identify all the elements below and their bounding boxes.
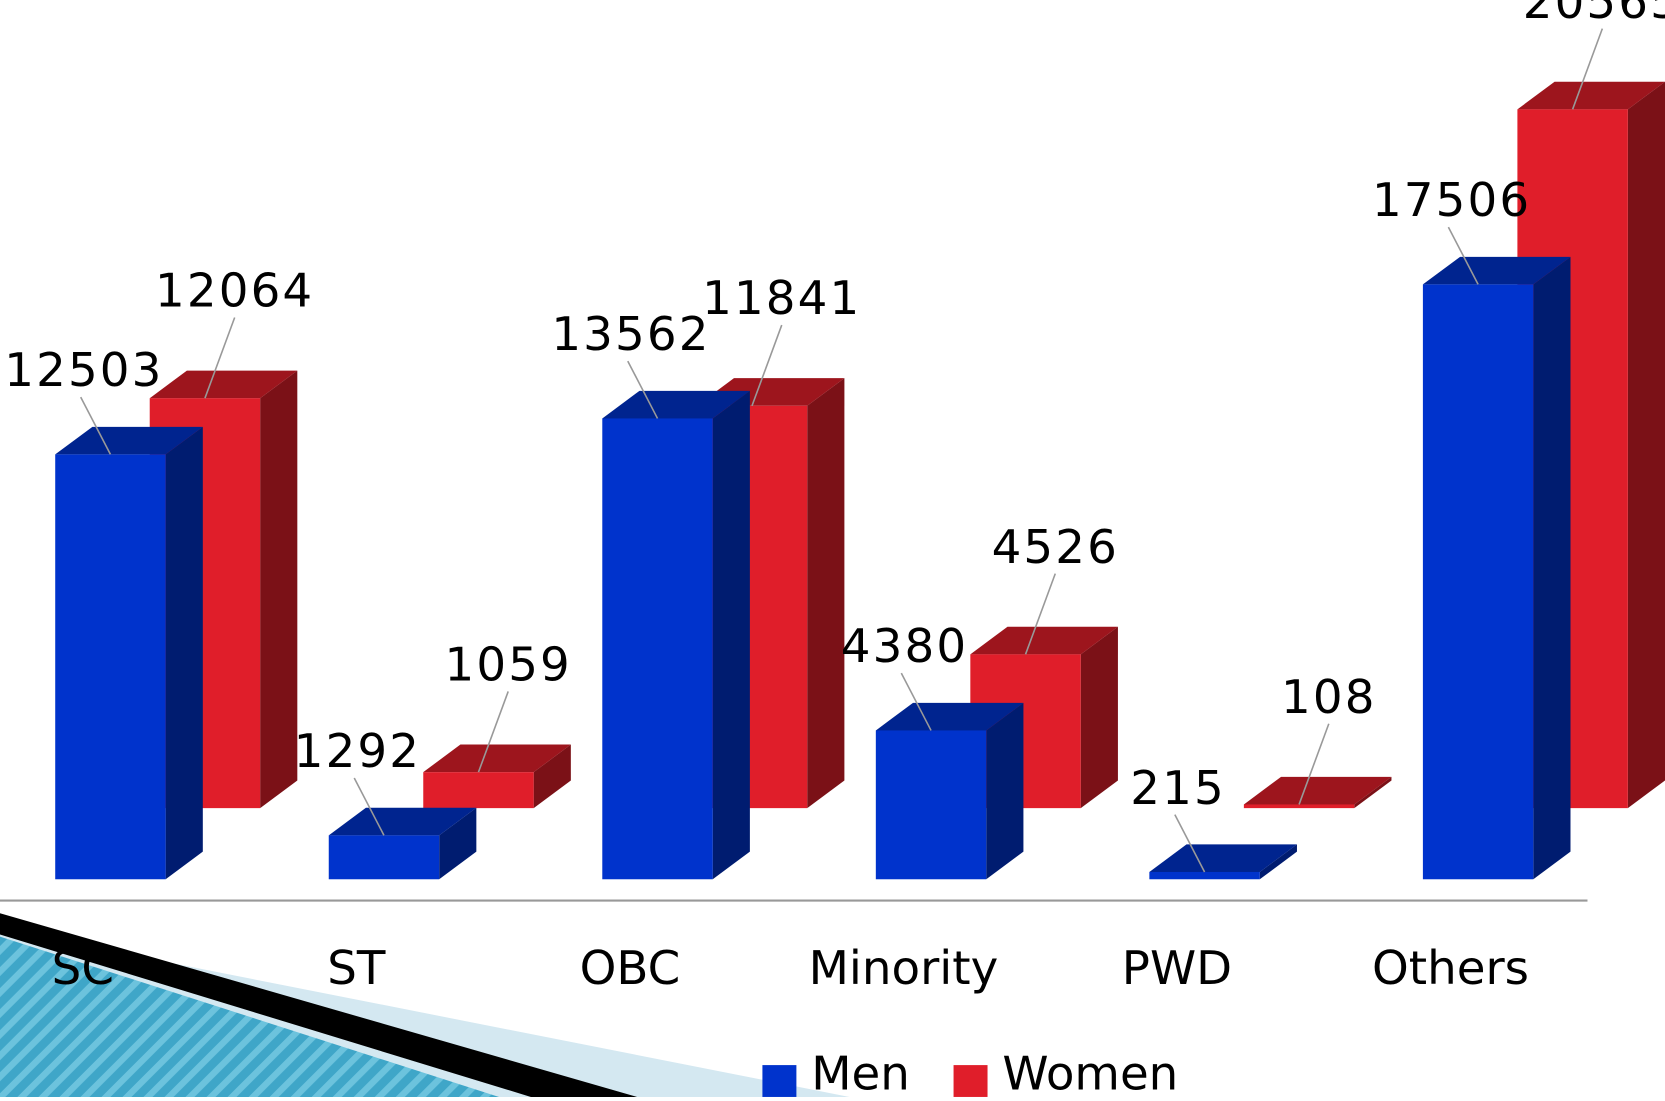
bar-side bbox=[165, 426, 203, 880]
leader-line bbox=[900, 672, 932, 731]
leader-line bbox=[204, 317, 236, 399]
legend-swatch bbox=[762, 1065, 797, 1097]
decor-stripes bbox=[0, 936, 500, 1097]
data-label: 4380 bbox=[841, 620, 968, 674]
data-label: 12064 bbox=[155, 265, 314, 319]
bar-side bbox=[1627, 81, 1665, 809]
bar-side bbox=[986, 702, 1024, 880]
bar bbox=[602, 418, 713, 880]
leader-line bbox=[1174, 814, 1206, 873]
bar-top bbox=[602, 390, 750, 419]
bar bbox=[328, 835, 440, 880]
bar-top bbox=[55, 426, 203, 455]
bar-top bbox=[1243, 776, 1392, 805]
bar-side bbox=[439, 807, 477, 880]
bar-side bbox=[1259, 844, 1297, 880]
leader-line bbox=[79, 396, 112, 455]
bar bbox=[1149, 871, 1260, 880]
leader-line bbox=[353, 777, 385, 836]
x-tick-label: PWD bbox=[1122, 942, 1232, 996]
leader-line bbox=[751, 324, 783, 407]
bar bbox=[1422, 284, 1534, 880]
leader-line bbox=[1571, 28, 1604, 110]
bar-side bbox=[1080, 626, 1118, 809]
bar bbox=[875, 730, 987, 880]
data-label: 1059 bbox=[445, 639, 572, 693]
leader-line bbox=[1447, 226, 1479, 285]
bar-top bbox=[149, 370, 298, 399]
bar-top bbox=[423, 744, 571, 773]
data-label: 215 bbox=[1130, 762, 1226, 816]
bar-top bbox=[1149, 844, 1297, 872]
bar-side bbox=[1354, 776, 1392, 809]
bar-top bbox=[1517, 81, 1665, 110]
bar-side bbox=[533, 744, 571, 809]
decor-arrow bbox=[0, 913, 638, 1097]
bar bbox=[55, 454, 166, 880]
data-label: 20565 bbox=[1523, 0, 1665, 30]
x-tick-label: SC bbox=[52, 942, 114, 996]
legend-swatch bbox=[953, 1065, 988, 1097]
legend-label: Men bbox=[811, 1047, 910, 1097]
bar-top bbox=[328, 807, 477, 836]
leader-line bbox=[1298, 723, 1330, 805]
data-label: 11841 bbox=[702, 272, 861, 326]
bar-side bbox=[1533, 256, 1571, 880]
data-label: 108 bbox=[1281, 671, 1377, 725]
bar-side bbox=[807, 378, 845, 809]
data-label: 12503 bbox=[4, 344, 163, 398]
leader-line bbox=[627, 360, 659, 419]
bar-top bbox=[875, 702, 1024, 731]
bar-side bbox=[260, 370, 298, 809]
bar bbox=[1243, 804, 1355, 809]
bar-side bbox=[712, 390, 750, 880]
bar bbox=[423, 772, 534, 809]
data-label: 17506 bbox=[1372, 174, 1531, 228]
leader-line bbox=[1024, 573, 1057, 655]
legend-label: Women bbox=[1002, 1047, 1178, 1097]
bar-top bbox=[970, 626, 1118, 655]
data-label: 4526 bbox=[992, 521, 1119, 575]
x-tick-label: Minority bbox=[809, 942, 999, 996]
leader-line bbox=[477, 691, 509, 773]
x-tick-label: ST bbox=[327, 942, 386, 996]
bar-top bbox=[1422, 256, 1571, 285]
data-label: 1292 bbox=[294, 725, 421, 779]
x-tick-label: Others bbox=[1372, 942, 1529, 996]
data-label: 13562 bbox=[551, 308, 710, 362]
x-tick-label: OBC bbox=[580, 942, 681, 996]
